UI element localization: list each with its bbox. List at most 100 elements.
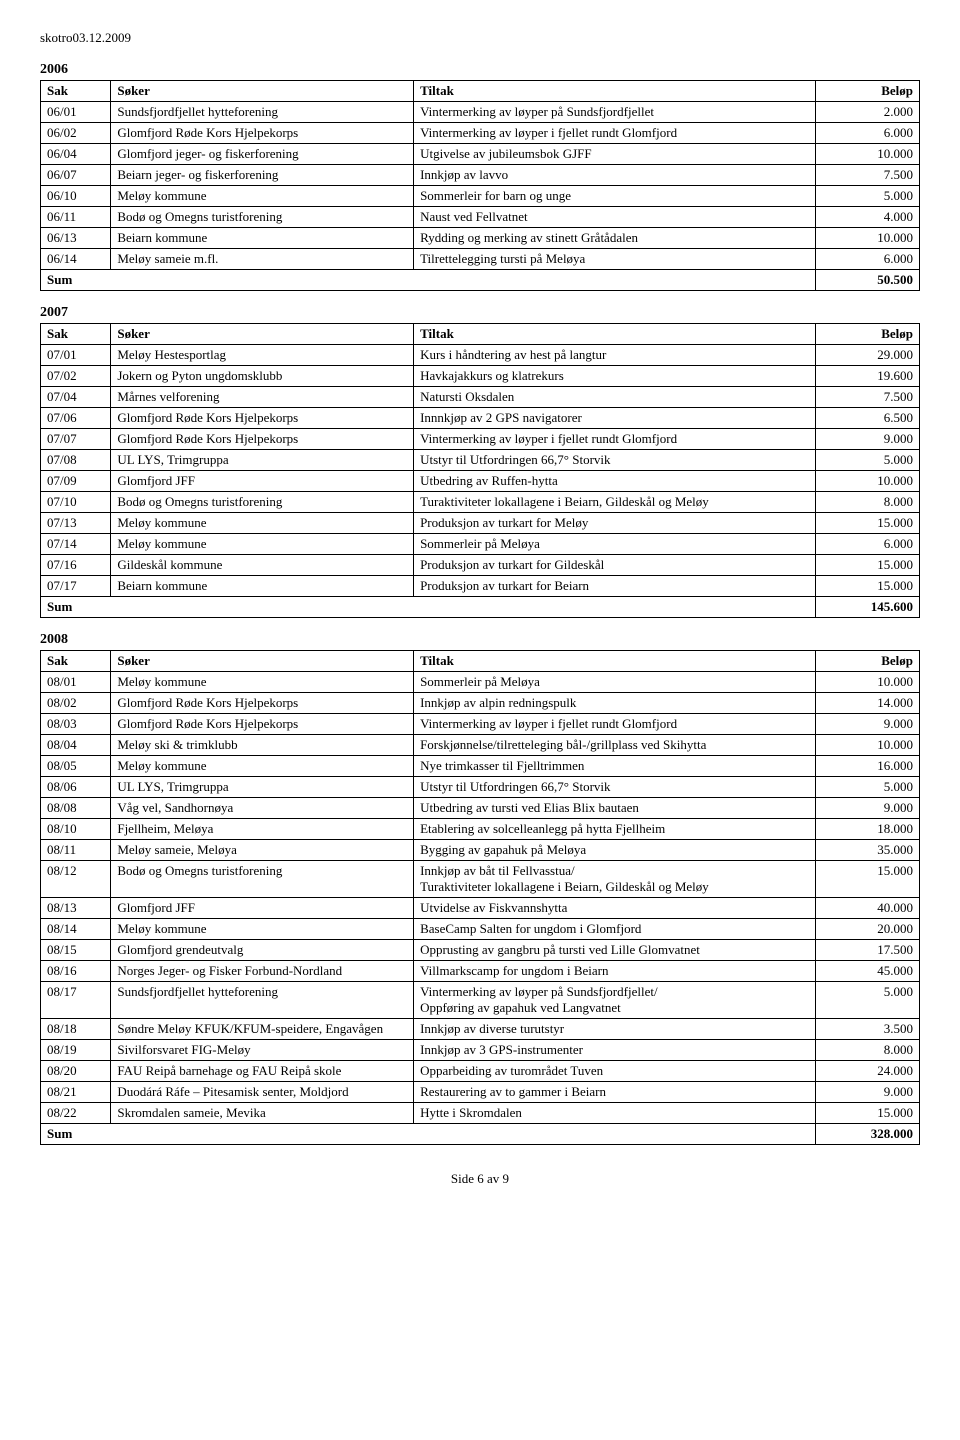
cell-belop: 7.500 [816, 165, 920, 186]
table-row: 07/06Glomfjord Røde Kors HjelpekorpsInnn… [41, 408, 920, 429]
sum-row: Sum328.000 [41, 1124, 920, 1145]
sum-row: Sum145.600 [41, 597, 920, 618]
cell-sak: 07/07 [41, 429, 111, 450]
cell-soker: Våg vel, Sandhornøya [111, 798, 414, 819]
table-row: 06/11Bodø og Omegns turistforeningNaust … [41, 207, 920, 228]
cell-belop: 6.000 [816, 123, 920, 144]
cell-tiltak: Opparbeiding av turområdet Tuven [414, 1061, 816, 1082]
cell-belop: 5.000 [816, 186, 920, 207]
cell-tiltak: Tilrettelegging tursti på Meløya [414, 249, 816, 270]
cell-sak: 08/08 [41, 798, 111, 819]
cell-soker: Sundsfjordfjellet hytteforening [111, 102, 414, 123]
cell-sak: 06/07 [41, 165, 111, 186]
cell-soker: Beiarn kommune [111, 228, 414, 249]
cell-sak: 06/01 [41, 102, 111, 123]
cell-tiltak: Villmarkscamp for ungdom i Beiarn [414, 961, 816, 982]
cell-belop: 15.000 [816, 576, 920, 597]
sum-value: 328.000 [816, 1124, 920, 1145]
table-row: 08/15Glomfjord grendeutvalgOpprusting av… [41, 940, 920, 961]
cell-sak: 08/03 [41, 714, 111, 735]
cell-tiltak: Sommerleir for barn og unge [414, 186, 816, 207]
cell-soker: Beiarn jeger- og fiskerforening [111, 165, 414, 186]
sum-value: 50.500 [816, 270, 920, 291]
grant-table: SakSøkerTiltakBeløp08/01Meløy kommuneSom… [40, 650, 920, 1145]
sum-value: 145.600 [816, 597, 920, 618]
cell-tiltak: Vintermerking av løyper i fjellet rundt … [414, 123, 816, 144]
table-row: 07/14Meløy kommuneSommerleir på Meløya6.… [41, 534, 920, 555]
table-row: 08/08Våg vel, SandhornøyaUtbedring av tu… [41, 798, 920, 819]
cell-soker: Glomfjord Røde Kors Hjelpekorps [111, 714, 414, 735]
cell-soker: Sivilforsvaret FIG-Meløy [111, 1040, 414, 1061]
cell-tiltak: Nye trimkasser til Fjelltrimmen [414, 756, 816, 777]
table-row: 07/16Gildeskål kommuneProduksjon av turk… [41, 555, 920, 576]
cell-belop: 10.000 [816, 471, 920, 492]
year-heading: 2006 [40, 62, 920, 78]
cell-belop: 16.000 [816, 756, 920, 777]
table-row: 08/13Glomfjord JFFUtvidelse av Fiskvanns… [41, 898, 920, 919]
cell-soker: Bodø og Omegns turistforening [111, 861, 414, 898]
column-header-soker: Søker [111, 324, 414, 345]
table-row: 08/02Glomfjord Røde Kors HjelpekorpsInnk… [41, 693, 920, 714]
column-header-belop: Beløp [816, 81, 920, 102]
sum-label: Sum [41, 270, 816, 291]
cell-soker: Skromdalen sameie, Mevika [111, 1103, 414, 1124]
cell-soker: Meløy Hestesportlag [111, 345, 414, 366]
cell-tiltak: Utvidelse av Fiskvannshytta [414, 898, 816, 919]
year-heading: 2008 [40, 632, 920, 648]
table-row: 08/01Meløy kommuneSommerleir på Meløya10… [41, 672, 920, 693]
cell-belop: 6.500 [816, 408, 920, 429]
table-row: 08/18Søndre Meløy KFUK/KFUM-speidere, En… [41, 1019, 920, 1040]
cell-belop: 7.500 [816, 387, 920, 408]
table-row: 08/20FAU Reipå barnehage og FAU Reipå sk… [41, 1061, 920, 1082]
cell-belop: 6.000 [816, 534, 920, 555]
cell-sak: 06/11 [41, 207, 111, 228]
cell-tiltak: Restaurering av to gammer i Beiarn [414, 1082, 816, 1103]
cell-belop: 15.000 [816, 1103, 920, 1124]
cell-soker: Norges Jeger- og Fisker Forbund-Nordland [111, 961, 414, 982]
cell-tiltak: Produksjon av turkart for Beiarn [414, 576, 816, 597]
cell-sak: 06/14 [41, 249, 111, 270]
cell-belop: 5.000 [816, 450, 920, 471]
table-row: 07/02Jokern og Pyton ungdomsklubbHavkaja… [41, 366, 920, 387]
cell-belop: 24.000 [816, 1061, 920, 1082]
table-row: 08/14Meløy kommuneBaseCamp Salten for un… [41, 919, 920, 940]
cell-belop: 35.000 [816, 840, 920, 861]
column-header-sak: Sak [41, 651, 111, 672]
cell-tiltak: Forskjønnelse/tilretteleging bål-/grillp… [414, 735, 816, 756]
cell-belop: 2.000 [816, 102, 920, 123]
column-header-tiltak: Tiltak [414, 81, 816, 102]
cell-tiltak: Naust ved Fellvatnet [414, 207, 816, 228]
cell-belop: 14.000 [816, 693, 920, 714]
table-row: 07/09Glomfjord JFFUtbedring av Ruffen-hy… [41, 471, 920, 492]
cell-soker: Fjellheim, Meløya [111, 819, 414, 840]
cell-belop: 15.000 [816, 555, 920, 576]
cell-tiltak: Innkjøp av båt til Fellvasstua/Turaktivi… [414, 861, 816, 898]
cell-belop: 10.000 [816, 672, 920, 693]
cell-belop: 40.000 [816, 898, 920, 919]
cell-soker: Glomfjord Røde Kors Hjelpekorps [111, 429, 414, 450]
cell-sak: 08/17 [41, 982, 111, 1019]
cell-belop: 6.000 [816, 249, 920, 270]
cell-belop: 10.000 [816, 735, 920, 756]
cell-soker: Meløy sameie, Meløya [111, 840, 414, 861]
cell-soker: Beiarn kommune [111, 576, 414, 597]
cell-tiltak: Natursti Oksdalen [414, 387, 816, 408]
table-row: 06/04Glomfjord jeger- og fiskerforeningU… [41, 144, 920, 165]
sum-row: Sum50.500 [41, 270, 920, 291]
table-row: 07/01Meløy HestesportlagKurs i håndterin… [41, 345, 920, 366]
cell-belop: 4.000 [816, 207, 920, 228]
grant-table: SakSøkerTiltakBeløp07/01Meløy Hestesport… [40, 323, 920, 618]
cell-soker: Meløy kommune [111, 756, 414, 777]
cell-belop: 5.000 [816, 777, 920, 798]
cell-soker: FAU Reipå barnehage og FAU Reipå skole [111, 1061, 414, 1082]
cell-soker: Glomfjord JFF [111, 471, 414, 492]
cell-sak: 08/13 [41, 898, 111, 919]
cell-tiltak: Vintermerking av løyper på Sundsfjordfje… [414, 982, 816, 1019]
cell-belop: 17.500 [816, 940, 920, 961]
cell-tiltak: Utbedring av tursti ved Elias Blix bauta… [414, 798, 816, 819]
cell-tiltak: Innnkjøp av 2 GPS navigatorer [414, 408, 816, 429]
cell-sak: 08/21 [41, 1082, 111, 1103]
column-header-belop: Beløp [816, 324, 920, 345]
document-header: skotro03.12.2009 [40, 30, 920, 46]
cell-soker: Mårnes velforening [111, 387, 414, 408]
